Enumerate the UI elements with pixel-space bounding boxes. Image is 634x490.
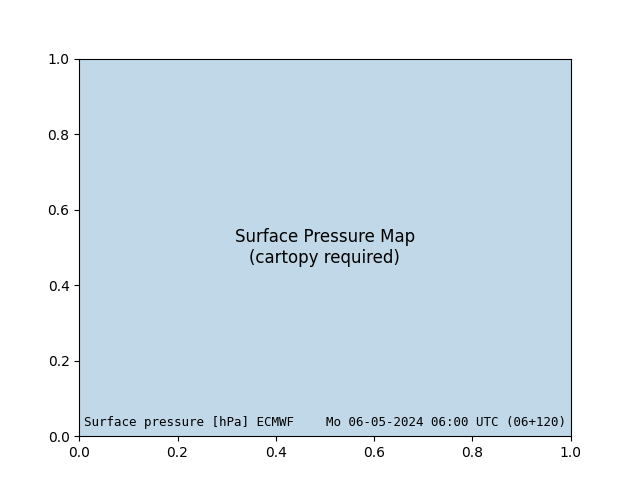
- Text: Surface Pressure Map
(cartopy required): Surface Pressure Map (cartopy required): [235, 228, 415, 267]
- Text: Mo 06-05-2024 06:00 UTC (06+120): Mo 06-05-2024 06:00 UTC (06+120): [326, 416, 566, 429]
- Text: Surface pressure [hPa] ECMWF: Surface pressure [hPa] ECMWF: [84, 416, 294, 429]
